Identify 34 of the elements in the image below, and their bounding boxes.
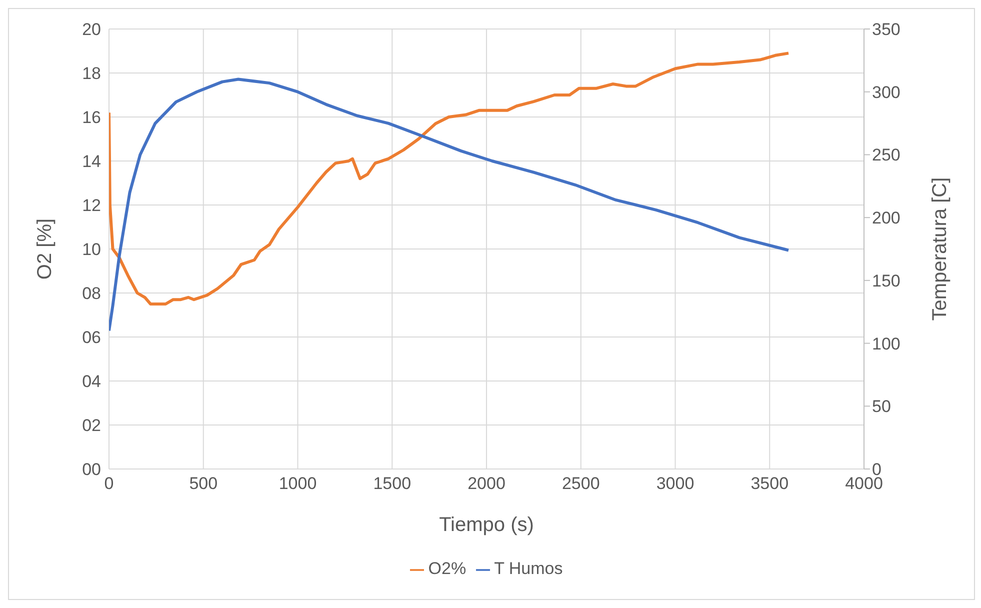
- x-tick-label: 4000: [845, 474, 883, 494]
- y2-tick-label: 50: [872, 397, 891, 416]
- y-tick-label: 18: [82, 64, 101, 84]
- x-tick-label: 2000: [468, 474, 506, 494]
- y-tick-label: 16: [82, 108, 101, 128]
- y-tick-label: 06: [82, 328, 101, 348]
- x-tick-label: 0: [104, 474, 114, 494]
- x-tick-label: 3000: [656, 474, 694, 494]
- y-tick-label: 02: [82, 416, 101, 436]
- y-tick-label: 00: [82, 460, 101, 480]
- y-tick-label: 12: [82, 196, 101, 216]
- line-series: [109, 52, 790, 306]
- y2-tick-label: 200: [872, 208, 900, 228]
- y-tick-label: 10: [82, 240, 101, 260]
- y2-tick-label: 300: [872, 82, 900, 102]
- x-tick-label: 1000: [278, 474, 317, 494]
- y-tick-label: 14: [82, 152, 101, 172]
- legend-label: T Humos: [494, 559, 563, 578]
- x-tick-label: 500: [189, 474, 218, 494]
- legend-label: O2%: [428, 559, 466, 578]
- x-tick-label: 2500: [562, 474, 600, 494]
- y2-tick-label: 350: [872, 20, 900, 40]
- y-tick-label: 08: [82, 284, 101, 304]
- y2-axis-title: Temperatura [C]: [929, 177, 952, 321]
- y-axis-title: O2 [%]: [34, 218, 56, 280]
- y2-tick-label: 250: [872, 146, 900, 165]
- x-tick-label: 1500: [373, 474, 412, 494]
- y2-tick-label: 100: [872, 334, 900, 354]
- line-series: [109, 78, 790, 332]
- x-tick-label: 3500: [750, 474, 789, 494]
- y2-tick-label: 150: [872, 271, 900, 290]
- y-tick-label: 04: [82, 372, 101, 392]
- x-axis-title: Tiempo (s): [439, 514, 534, 536]
- y-tick-label: 20: [82, 20, 101, 40]
